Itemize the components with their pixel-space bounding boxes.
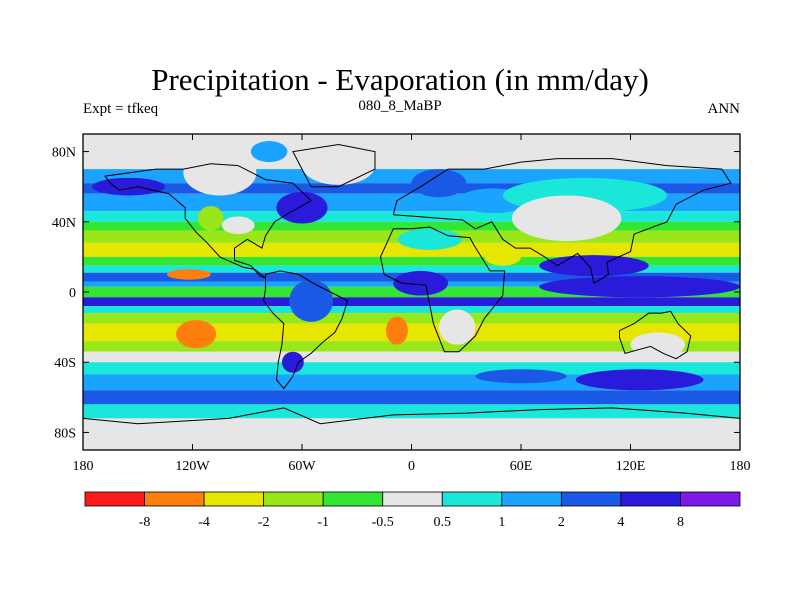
field-patch: [511, 195, 622, 242]
field-band: [83, 390, 740, 405]
field-patch: [276, 191, 328, 224]
colorbar-label: 4: [617, 515, 624, 530]
field-patch: [475, 369, 567, 384]
field-patch: [289, 279, 334, 322]
field-band: [83, 404, 740, 419]
field-patch: [92, 177, 166, 196]
field-band: [83, 183, 740, 194]
field-patch: [197, 205, 224, 231]
field-patch: [484, 248, 521, 266]
field-patch: [393, 270, 448, 296]
y-tick-label: 80S: [54, 426, 76, 441]
x-tick-label: 180: [730, 459, 751, 474]
field-patch: [630, 332, 686, 357]
season-label: ANN: [707, 101, 741, 117]
colorbar-swatch: [382, 491, 443, 507]
land-outline-layer: [83, 143, 740, 425]
field-patch: [183, 149, 257, 196]
field-patch: [250, 141, 288, 163]
field-layer: [83, 134, 740, 450]
coastline: [379, 226, 506, 353]
field-band: [83, 313, 740, 324]
field-patch: [539, 276, 740, 298]
coastline: [619, 310, 692, 360]
field-patch: [575, 369, 704, 391]
x-tick-label: 120W: [175, 459, 210, 474]
x-tick-label: 60E: [510, 459, 533, 474]
field-patch: [166, 269, 211, 280]
coastline: [292, 143, 376, 188]
field-band: [83, 306, 740, 314]
chart-title: Precipitation - Evaporation (in mm/day): [151, 62, 649, 97]
colorbar-swatch: [560, 491, 622, 507]
coastline: [263, 270, 349, 390]
colorbar-swatch: [203, 491, 265, 507]
field-patch: [302, 146, 375, 185]
colorbar-label: 1: [498, 515, 505, 530]
field-patch: [438, 309, 476, 345]
field-band: [83, 432, 740, 450]
field-band: [83, 418, 740, 433]
field-band: [83, 351, 740, 363]
x-tick-label: 180: [73, 459, 94, 474]
period-label: 080_8_MaBP: [358, 98, 442, 114]
colorbar-label: -1: [317, 515, 329, 530]
colorbar-swatch: [501, 491, 562, 507]
field-band: [83, 169, 740, 184]
field-band: [83, 265, 740, 273]
field-patch: [539, 255, 649, 277]
field-band: [83, 242, 740, 257]
field-band: [83, 221, 740, 231]
colorbar-label: 8: [677, 515, 684, 530]
experiment-label: Expt = tfkeq: [83, 101, 159, 117]
field-patch: [281, 351, 304, 373]
field-band: [83, 256, 740, 266]
axis-layer: 180 120W 60W 0 60E 120E 180 80N 40N 0 40S 80S: [52, 134, 751, 474]
field-patch: [385, 316, 408, 345]
y-tick-label: 40N: [52, 216, 76, 231]
colorbar-swatch: [620, 491, 681, 507]
colorbar-swatch: [84, 491, 145, 507]
x-tick-label: 60W: [288, 459, 316, 474]
colorbar-label: -0.5: [372, 515, 394, 530]
colorbar-swatch: [263, 491, 324, 507]
colorbar-label: -8: [139, 515, 151, 530]
field-band: [83, 297, 740, 307]
field-patch: [221, 216, 255, 235]
colorbar: -8 -4 -2 -1 -0.5 0.5 1 2 4 8: [84, 491, 741, 530]
field-band: [83, 374, 740, 391]
colorbar-swatch: [322, 491, 384, 507]
field-band: [83, 323, 740, 342]
coastline: [83, 407, 740, 425]
colorbar-label: -4: [198, 515, 210, 530]
colorbar-swatch: [680, 491, 741, 507]
field-patch: [176, 320, 217, 349]
field-band: [83, 341, 740, 352]
field-band: [83, 362, 740, 375]
colorbar-swatch: [144, 491, 205, 507]
colorbar-label: 0.5: [434, 515, 452, 530]
y-tick-label: 0: [69, 286, 76, 301]
coastline: [392, 158, 732, 284]
y-tick-label: 40S: [54, 356, 76, 371]
x-tick-label: 120E: [616, 459, 646, 474]
colorbar-swatch: [441, 491, 503, 507]
y-tick-label: 80N: [52, 146, 76, 161]
colorbar-label: -2: [258, 515, 270, 530]
field-patch: [397, 228, 462, 250]
x-tick-label: 0: [408, 459, 415, 474]
coastline: [104, 163, 312, 279]
field-patch: [411, 169, 467, 198]
colorbar-label: 2: [558, 515, 565, 530]
